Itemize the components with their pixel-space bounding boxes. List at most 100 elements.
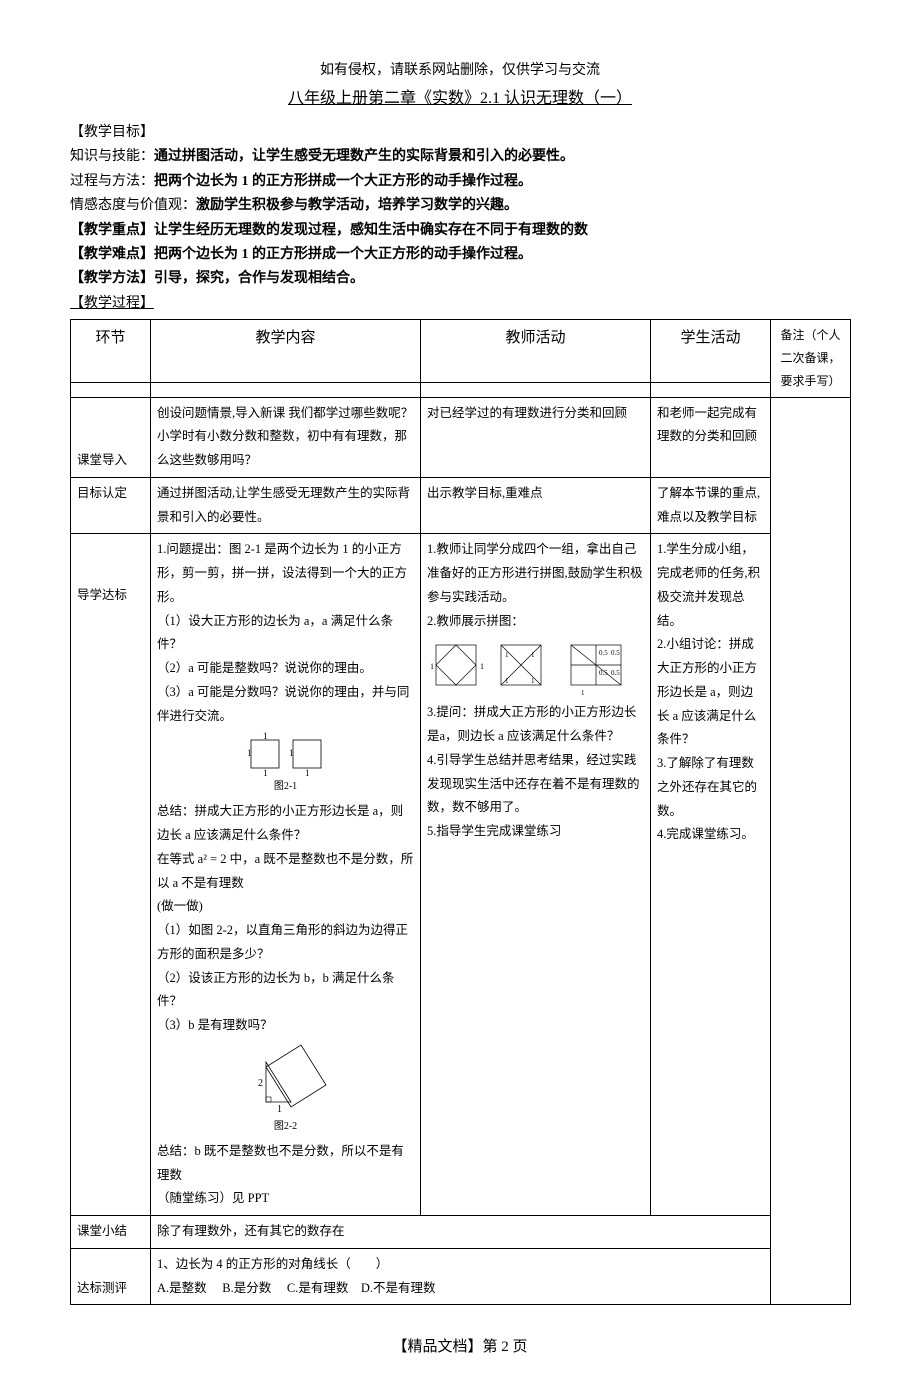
s-p3: 3.了解除了有理数之外还存在其它的数。 — [657, 752, 764, 823]
knowledge-line: 知识与技能：通过拼图活动，让学生感受无理数产生的实际背景和引入的必要性。 — [70, 146, 850, 168]
phase-intro: 课堂导入 — [71, 397, 151, 477]
keypoint-line: 【教学重点】让学生经历无理数的发现过程，感知生活中确实存在不同于有理数的数 — [70, 220, 850, 242]
svg-text:1: 1 — [305, 768, 310, 777]
teacher-intro: 对已经学过的有理数进行分类和回顾 — [421, 397, 651, 477]
c-p2: （1）设大正方形的边长为 a，a 满足什么条件？ — [157, 610, 414, 658]
c-p4: （3）a 可能是分数吗？说说你的理由，并与同伴进行交流。 — [157, 681, 414, 729]
svg-text:1: 1 — [277, 1104, 282, 1115]
svg-text:1: 1 — [531, 677, 535, 685]
s-p4: 4.完成课堂练习。 — [657, 823, 764, 847]
s-p1: 1.学生分成小组，完成老师的任务,积极交流并发现总结。 — [657, 538, 764, 633]
difficulty-line: 【教学难点】把两个边长为 1 的正方形拼成一个大正方形的动手操作过程。 — [70, 244, 850, 266]
th-phase: 环节 — [71, 320, 151, 382]
attitude-line: 情感态度与价值观：激励学生积极参与教学活动，培养学习数学的兴趣。 — [70, 195, 850, 217]
svg-text:1: 1 — [431, 662, 434, 671]
attitude-text: 激励学生积极参与教学活动，培养学习数学的兴趣。 — [196, 198, 518, 213]
page-title: 八年级上册第二章《实数》2.1 认识无理数（一） — [70, 86, 850, 112]
teacher-diagram: 1 1 1 1 1 1 — [427, 637, 644, 697]
student-goal: 了解本节课的重点,难点以及教学目标 — [651, 477, 771, 534]
test-options: A.是整数 B.是分数 C.是有理数 D.不是有理数 — [157, 1277, 764, 1301]
content-test: 1、边长为 4 的正方形的对角线长（ ） A.是整数 B.是分数 C.是有理数 … — [151, 1248, 771, 1305]
content-main: 1.问题提出：图 2-1 是两个边长为 1 的小正方形，剪一剪，拼一拼，设法得到… — [151, 534, 421, 1216]
row-goal: 目标认定 通过拼图活动,让学生感受无理数产生的实际背景和引入的必要性。 出示教学… — [71, 477, 851, 534]
c-p6: 在等式 a² = 2 中，a 既不是整数也不是分数，所以 a 不是有理数 — [157, 848, 414, 896]
t-p5: 5.指导学生完成课堂练习 — [427, 820, 644, 844]
row-summary: 课堂小结 除了有理数外，还有其它的数存在 — [71, 1216, 851, 1249]
fig22-caption: 图2-2 — [157, 1117, 414, 1136]
t-p4: 4.引导学生总结并思考结果，经过实践发现现实生活中还存在着不是有理数的数，数不够… — [427, 749, 644, 820]
c-p6-eq: a² = 2 — [198, 852, 227, 866]
content-intro: 创设问题情景,导入新课 我们都学过哪些数呢？小学时有小数分数和整数，初中有有理数… — [151, 397, 421, 477]
lesson-table: 环节 教学内容 教师活动 学生活动 备注（个人二次备课，要求手写） 课堂导入 创… — [70, 319, 851, 1305]
fig21-caption: 图2-1 — [157, 777, 414, 796]
svg-text:1: 1 — [531, 651, 535, 659]
student-main: 1.学生分成小组，完成老师的任务,积极交流并发现总结。 2.小组讨论：拼成大正方… — [651, 534, 771, 1216]
s-p2: 2.小组讨论：拼成大正方形的小正方形边长是 a，则边长 a 应该满足什么条件？ — [657, 633, 764, 752]
svg-text:1: 1 — [289, 748, 294, 758]
c-p6-prefix: 在等式 — [157, 852, 198, 866]
process-line: 过程与方法：把两个边长为 1 的正方形拼成一个大正方形的动手操作过程。 — [70, 171, 850, 193]
table-header-row: 环节 教学内容 教师活动 学生活动 备注（个人二次备课，要求手写） — [71, 320, 851, 382]
opt-a: A.是整数 — [157, 1281, 207, 1295]
note-cell — [771, 397, 851, 1305]
c-p5: 总结：拼成大正方形的小正方形边长是 a，则边长 a 应该满足什么条件？ — [157, 800, 414, 848]
th-teacher: 教师活动 — [421, 320, 651, 382]
t-p1: 1.教师让同学分成四个一组，拿出自己准备好的正方形进行拼图,鼓励学生积极参与实践… — [427, 538, 644, 609]
svg-text:1: 1 — [581, 689, 585, 697]
c-p9: （2）设该正方形的边长为 b，b 满足什么条件？ — [157, 967, 414, 1015]
svg-text:0.5: 0.5 — [599, 669, 608, 677]
opt-b: B.是分数 — [222, 1281, 271, 1295]
test-q1: 1、边长为 4 的正方形的对角线长（ ） — [157, 1253, 764, 1277]
method-label: 【教学方法】 — [70, 271, 154, 286]
th-note: 备注（个人二次备课，要求手写） — [771, 320, 851, 397]
opt-d: D.不是有理数 — [361, 1281, 436, 1295]
knowledge-label: 知识与技能： — [70, 149, 154, 164]
c-p10: （3）b 是有理数吗？ — [157, 1014, 414, 1038]
content-summary: 除了有理数外，还有其它的数存在 — [151, 1216, 771, 1249]
c-p7: (做一做) — [157, 895, 414, 919]
process-label: 过程与方法： — [70, 174, 154, 189]
phase-summary: 课堂小结 — [71, 1216, 151, 1249]
phase-main: 导学达标 — [71, 534, 151, 1216]
c-p11: 总结：b 既不是整数也不是分数，所以不是有理数 — [157, 1140, 414, 1188]
teacher-goal: 出示教学目标,重难点 — [421, 477, 651, 534]
th-student: 学生活动 — [651, 320, 771, 382]
content-goal: 通过拼图活动,让学生感受无理数产生的实际背景和引入的必要性。 — [151, 477, 421, 534]
t-p2: 2.教师展示拼图： — [427, 610, 644, 634]
c-p3: （2）a 可能是整数吗？说说你的理由。 — [157, 657, 414, 681]
svg-text:1: 1 — [263, 768, 268, 777]
puzzle-diagrams-icon: 1 1 1 1 1 1 — [431, 637, 641, 697]
svg-text:2: 2 — [258, 1078, 263, 1089]
c-p12: （随堂练习）见 PPT — [157, 1187, 414, 1211]
svg-text:1: 1 — [247, 748, 252, 758]
difficulty-text: 把两个边长为 1 的正方形拼成一个大正方形的动手操作过程。 — [154, 247, 532, 262]
svg-text:0.5: 0.5 — [611, 649, 620, 657]
table-spacer-row — [71, 382, 851, 397]
row-intro: 课堂导入 创设问题情景,导入新课 我们都学过哪些数呢？小学时有小数分数和整数，初… — [71, 397, 851, 477]
svg-text:1: 1 — [505, 651, 509, 659]
header-note: 如有侵权，请联系网站删除，仅供学习与交流 — [70, 60, 850, 82]
page-footer: 【精品文档】第 2 页 — [70, 1335, 850, 1359]
svg-text:0.5: 0.5 — [599, 649, 608, 657]
svg-text:1: 1 — [505, 677, 509, 685]
teacher-main: 1.教师让同学分成四个一组，拿出自己准备好的正方形进行拼图,鼓励学生积极参与实践… — [421, 534, 651, 1216]
method-text: 引导，探究，合作与发现相结合。 — [154, 271, 364, 286]
triangle-square-icon: 2 1 — [241, 1042, 331, 1117]
student-intro: 和老师一起完成有理数的分类和回顾 — [651, 397, 771, 477]
method-line: 【教学方法】引导，探究，合作与发现相结合。 — [70, 268, 850, 290]
difficulty-label: 【教学难点】 — [70, 247, 154, 262]
row-test: 达标测评 1、边长为 4 的正方形的对角线长（ ） A.是整数 B.是分数 C.… — [71, 1248, 851, 1305]
process-flow-text: 【教学过程】 — [70, 296, 154, 311]
svg-text:1: 1 — [480, 662, 484, 671]
figure-2-2: 2 1 图2-2 — [157, 1042, 414, 1136]
svg-text:1: 1 — [263, 732, 268, 741]
svg-text:0.5: 0.5 — [611, 669, 620, 677]
keypoint-text: 让学生经历无理数的发现过程，感知生活中确实存在不同于有理数的数 — [154, 223, 588, 238]
opt-c: C.是有理数 — [287, 1281, 348, 1295]
goal-label: 【教学目标】 — [70, 122, 850, 144]
phase-test: 达标测评 — [71, 1248, 151, 1305]
th-content: 教学内容 — [151, 320, 421, 382]
row-main: 导学达标 1.问题提出：图 2-1 是两个边长为 1 的小正方形，剪一剪，拼一拼… — [71, 534, 851, 1216]
knowledge-text: 通过拼图活动，让学生感受无理数产生的实际背景和引入的必要性。 — [154, 149, 574, 164]
phase-goal: 目标认定 — [71, 477, 151, 534]
